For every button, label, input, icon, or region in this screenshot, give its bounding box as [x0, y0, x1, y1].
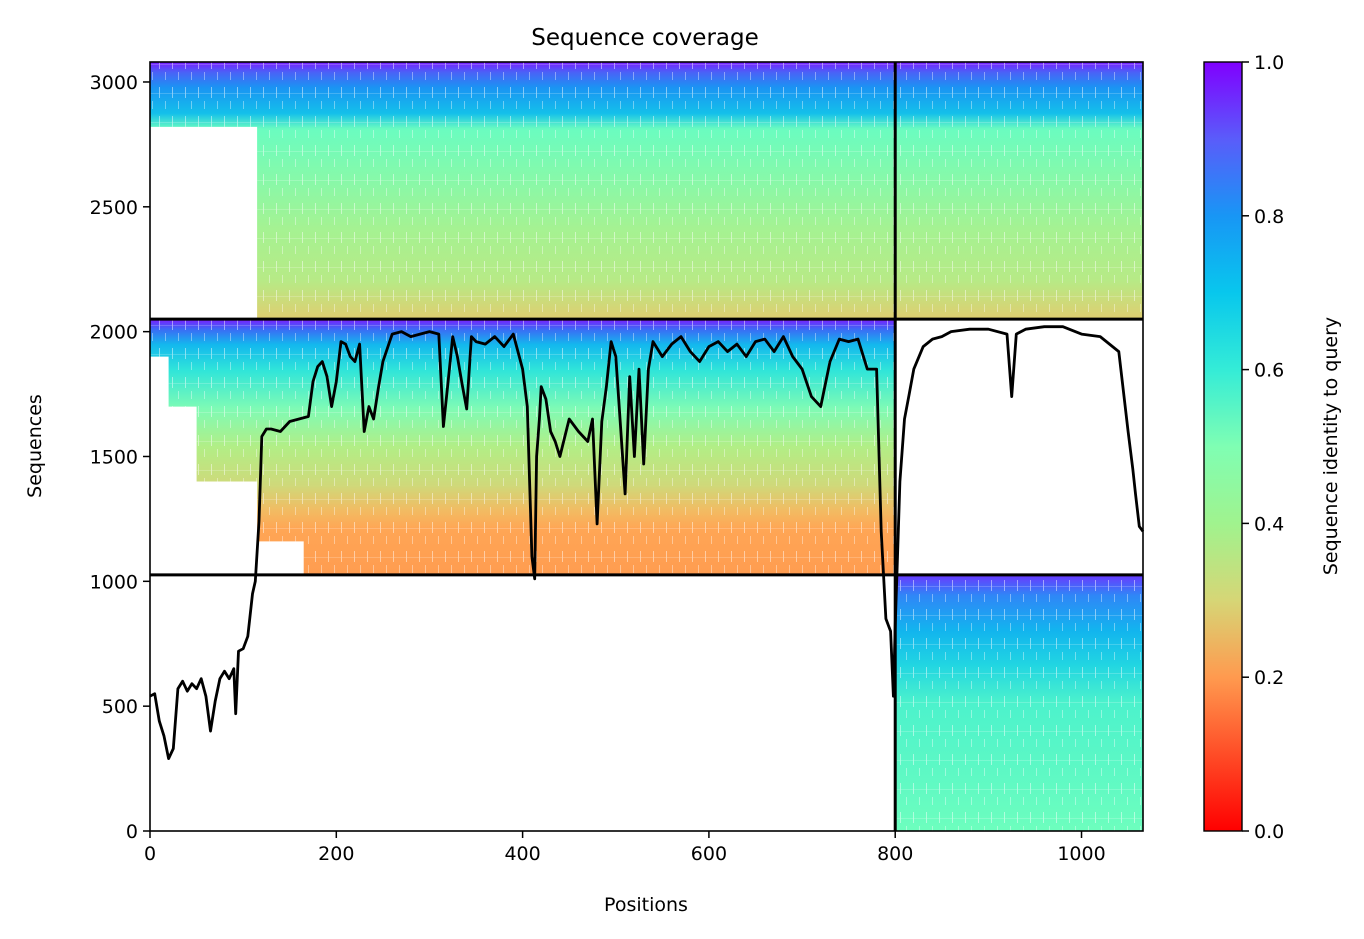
- y-tick-label: 0: [126, 821, 138, 843]
- y-tick-label: 2500: [90, 197, 138, 219]
- colorbar: [1203, 61, 1243, 832]
- y-axis: 0 500 1000 1500 2000 2500 3000: [90, 72, 150, 843]
- colorbar-label: Sequence identity to query: [1320, 317, 1342, 575]
- colorbar-tick-label: 0.8: [1254, 206, 1284, 228]
- colorbar-tick-label: 0.6: [1254, 360, 1284, 382]
- x-axis-label: Positions: [604, 894, 688, 916]
- colorbar-tick-label: 0.0: [1254, 821, 1284, 843]
- colorbar-tick-label: 0.4: [1254, 513, 1284, 535]
- coverage-line-layer: [149, 325, 1145, 760]
- block-texture: [895, 574, 1143, 831]
- y-tick-label: 1500: [90, 446, 138, 468]
- x-axis: 0 200 400 600 800 1000: [144, 831, 1106, 865]
- chart-title: Sequence coverage: [531, 25, 759, 51]
- heatmap-block-chain-B-only: [895, 574, 1143, 831]
- x-tick-label: 400: [504, 843, 540, 865]
- colorbar-ticks: 0.0 0.2 0.4 0.6 0.8 1.0: [1242, 52, 1284, 843]
- x-tick-label: 1000: [1057, 843, 1105, 865]
- coverage-line: [149, 325, 1145, 760]
- x-tick-label: 0: [144, 843, 156, 865]
- plot-frame: [149, 61, 1144, 832]
- colorbar-tick-label: 1.0: [1254, 52, 1284, 74]
- y-tick-label: 1000: [90, 571, 138, 593]
- y-tick-label: 3000: [90, 72, 138, 94]
- y-axis-label: Sequences: [24, 394, 46, 498]
- block-boundaries: [150, 62, 1143, 831]
- colorbar-tick-label: 0.2: [1254, 667, 1284, 689]
- y-tick-label: 2000: [90, 322, 138, 344]
- x-tick-label: 200: [318, 843, 354, 865]
- block-texture: [150, 62, 1143, 320]
- y-tick-label: 500: [102, 696, 138, 718]
- x-tick-label: 600: [691, 843, 727, 865]
- heatmap-blocks: [150, 62, 1143, 831]
- x-tick-label: 800: [877, 843, 913, 865]
- heatmap-block-paired: [150, 62, 1143, 320]
